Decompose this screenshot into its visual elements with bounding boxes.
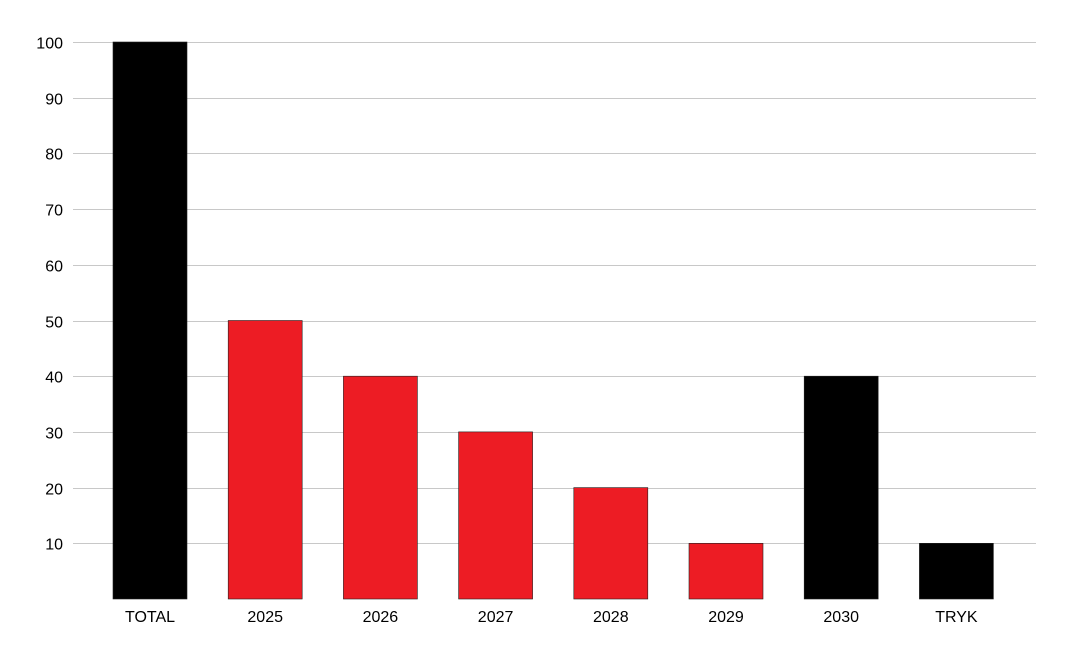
bar-2026 xyxy=(343,375,418,600)
y-tick-label: 50 xyxy=(45,315,63,332)
bar-2029 xyxy=(688,542,764,600)
bar-total xyxy=(112,41,188,600)
y-tick-label: 10 xyxy=(45,537,63,554)
bar-tryk xyxy=(919,542,994,600)
x-tick-label: 2027 xyxy=(478,609,514,626)
x-tick-label: TRYK xyxy=(935,609,978,626)
x-tick-label: 2026 xyxy=(363,609,399,626)
y-tick-label: 60 xyxy=(45,259,63,276)
x-tick-label: 2025 xyxy=(247,609,283,626)
y-axis-ticks: 10 20 30 40 50 60 70 80 90 100 xyxy=(36,36,63,554)
y-tick-label: 30 xyxy=(45,426,63,443)
x-tick-label: TOTAL xyxy=(125,609,175,626)
y-tick-label: 100 xyxy=(36,36,63,53)
grid-layer xyxy=(73,42,1036,544)
x-axis-ticks: TOTAL 2025 2026 2027 2028 2029 2030 TRYK xyxy=(125,609,978,626)
y-tick-label: 80 xyxy=(45,147,63,164)
bar-2028 xyxy=(573,487,649,600)
y-tick-label: 20 xyxy=(45,482,63,499)
x-tick-label: 2028 xyxy=(593,609,629,626)
bar-2025 xyxy=(227,320,303,600)
bars xyxy=(112,41,994,600)
y-tick-label: 90 xyxy=(45,92,63,109)
bar-2027 xyxy=(458,431,533,600)
bar-2030 xyxy=(803,375,879,600)
x-tick-label: 2029 xyxy=(708,609,744,626)
x-tick-label: 2030 xyxy=(823,609,859,626)
y-tick-label: 40 xyxy=(45,370,63,387)
y-tick-label: 70 xyxy=(45,203,63,220)
